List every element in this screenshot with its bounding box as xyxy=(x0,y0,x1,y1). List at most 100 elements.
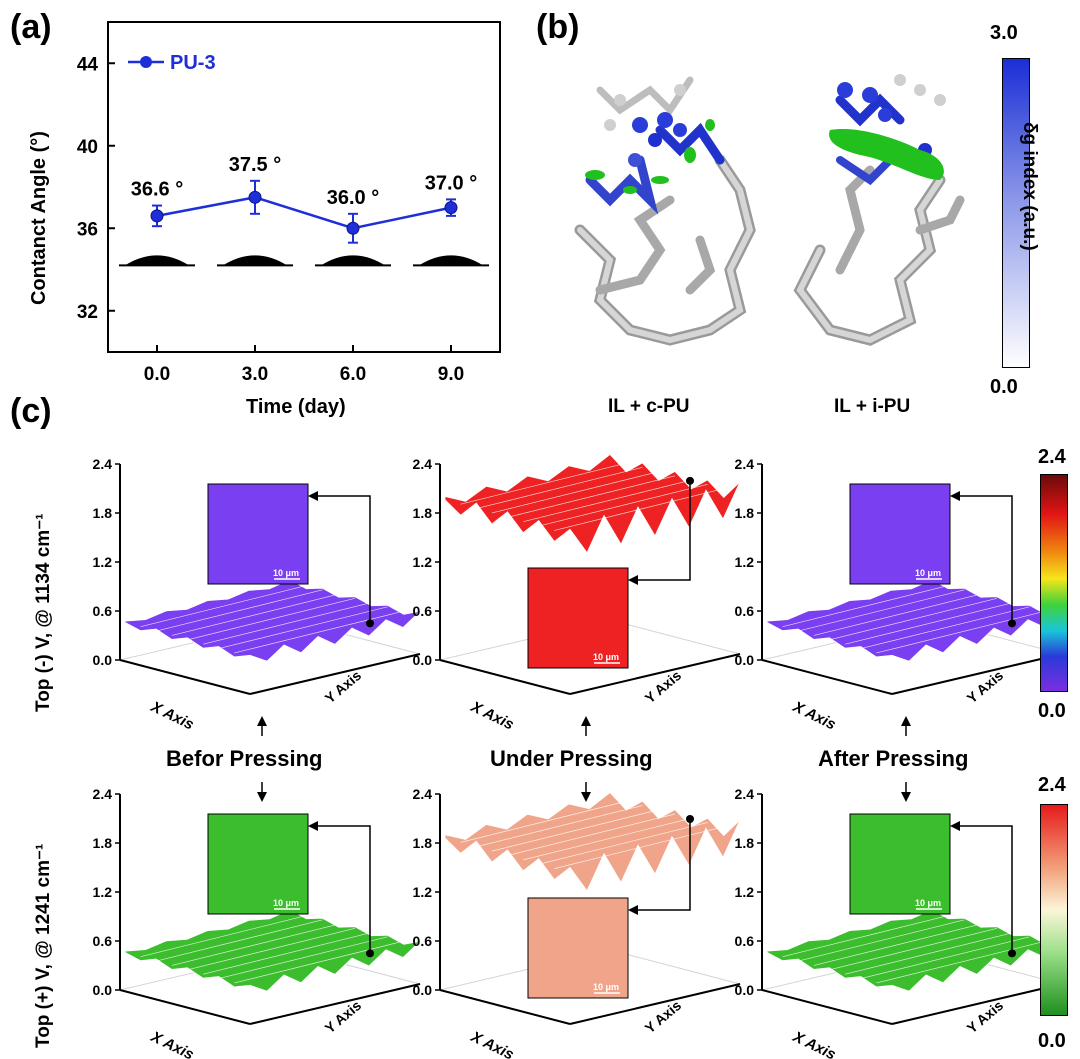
x-tick-label: 9.0 xyxy=(438,364,464,385)
leader-arrowhead xyxy=(950,821,960,831)
droplet xyxy=(419,255,483,266)
leader-line xyxy=(632,819,691,911)
leader-arrowhead xyxy=(628,905,638,915)
raman-inset-map xyxy=(527,567,629,669)
mesh-line xyxy=(156,919,323,962)
z-tick-label: 0.0 xyxy=(735,982,755,998)
scale-bar-label: 10 μm xyxy=(273,898,299,908)
raman-inset-map xyxy=(207,813,309,915)
y-axis-line xyxy=(249,653,421,695)
x-tick-label: 0.0 xyxy=(144,364,170,385)
x-axis-label: X Axis xyxy=(147,698,196,734)
mesh-line xyxy=(507,813,676,856)
y-tick-label: 44 xyxy=(77,54,99,75)
x-axis-line xyxy=(761,659,893,695)
x-axis-label: X Axis xyxy=(467,1028,516,1059)
z-tick-label: 1.2 xyxy=(413,554,433,570)
leader-arrowhead xyxy=(628,575,638,585)
y-axis-line xyxy=(569,653,741,695)
stage-label-before: Befor Pressing xyxy=(166,746,323,771)
plot-frame xyxy=(107,21,501,353)
mesh-line xyxy=(156,589,323,632)
mesh-line xyxy=(507,475,676,518)
z-tick-label: 1.8 xyxy=(413,505,433,521)
mesh-line xyxy=(460,462,627,505)
z-tick-label: 0.6 xyxy=(413,933,433,949)
y-axis-line xyxy=(249,983,421,1025)
z-tick-label: 1.8 xyxy=(93,835,113,851)
stage-arrowhead-up xyxy=(901,716,911,726)
droplet xyxy=(125,255,189,266)
mesh-line xyxy=(798,589,965,632)
mesh-line xyxy=(829,597,998,641)
mesh-line xyxy=(813,923,981,966)
colorbar-b-min: 0.0 xyxy=(990,376,1018,398)
z-tick-label: 2.4 xyxy=(413,456,433,472)
mesh-line xyxy=(140,585,307,628)
z-tick-label: 1.8 xyxy=(735,835,755,851)
mesh-line xyxy=(554,826,724,869)
mesh-line xyxy=(782,915,949,958)
droplet xyxy=(321,255,385,266)
z-tick-label: 1.2 xyxy=(413,884,433,900)
x-axis-label: X Axis xyxy=(467,698,516,734)
colorbar-c-bottom-max: 2.4 xyxy=(1038,774,1066,796)
mesh-line xyxy=(218,936,388,979)
mesh-line xyxy=(187,927,356,971)
raman-inset-map xyxy=(527,897,629,999)
panel-label-c: (c) xyxy=(10,392,52,430)
mesh-line xyxy=(860,606,1030,649)
scale-bar-label: 10 μm xyxy=(593,652,619,662)
z-tick-label: 0.6 xyxy=(93,603,113,619)
data-point xyxy=(346,221,360,235)
stage-arrowhead-down xyxy=(581,792,591,802)
series-line-pu3 xyxy=(156,196,452,230)
x-axis-line xyxy=(119,989,251,1025)
molecular-structures xyxy=(574,74,965,346)
mesh-line xyxy=(538,483,708,527)
z-tick-label: 1.8 xyxy=(735,505,755,521)
mesh-line xyxy=(234,940,404,984)
mesh-line xyxy=(476,805,643,848)
z-tick-label: 1.8 xyxy=(413,835,433,851)
z-tick-label: 1.8 xyxy=(93,505,113,521)
mesh-line xyxy=(476,466,643,509)
z-tick-label: 0.0 xyxy=(93,982,113,998)
z-tick-label: 2.4 xyxy=(93,456,113,472)
scale-bar-label: 10 μm xyxy=(273,568,299,578)
mesh-line xyxy=(171,923,339,966)
colorbar-c-top-max: 2.4 xyxy=(1038,446,1066,468)
scale-bar-label: 10 μm xyxy=(593,982,619,992)
mesh-line xyxy=(218,606,388,649)
z-tick-label: 0.6 xyxy=(735,603,755,619)
mesh-line xyxy=(845,932,1014,975)
z-tick-label: 1.2 xyxy=(93,554,113,570)
leader-line xyxy=(312,495,371,624)
contact-angle-chart: 0.0 3.0 6.0 9.0 32 36 40 44 36.6 ° 37.5 ° 36.0 ° 37… xyxy=(77,21,501,385)
stage-arrowhead-up xyxy=(257,716,267,726)
mesh-line xyxy=(203,602,372,645)
z-tick-label: 0.6 xyxy=(413,603,433,619)
surface-mesh xyxy=(444,453,741,554)
label-il-c-pu: IL + c-PU xyxy=(608,396,690,417)
mesh-line xyxy=(876,610,1046,654)
mesh-line xyxy=(876,940,1046,984)
stage-arrowhead-up xyxy=(581,716,591,726)
mesh-line xyxy=(523,479,692,523)
x-axis-line xyxy=(119,659,251,695)
mesh-line xyxy=(829,927,998,971)
z-tick-label: 2.4 xyxy=(735,456,755,472)
mesh-line xyxy=(782,585,949,628)
raman-inset-map xyxy=(849,483,951,585)
y-tick-label: 36 xyxy=(77,219,98,240)
panel-label-b: (b) xyxy=(536,8,580,46)
mesh-line xyxy=(845,602,1014,645)
mesh-line xyxy=(538,822,708,865)
x-axis-label: X Axis xyxy=(147,1028,196,1059)
surface-mesh xyxy=(444,792,741,892)
leader-arrowhead xyxy=(308,821,318,831)
